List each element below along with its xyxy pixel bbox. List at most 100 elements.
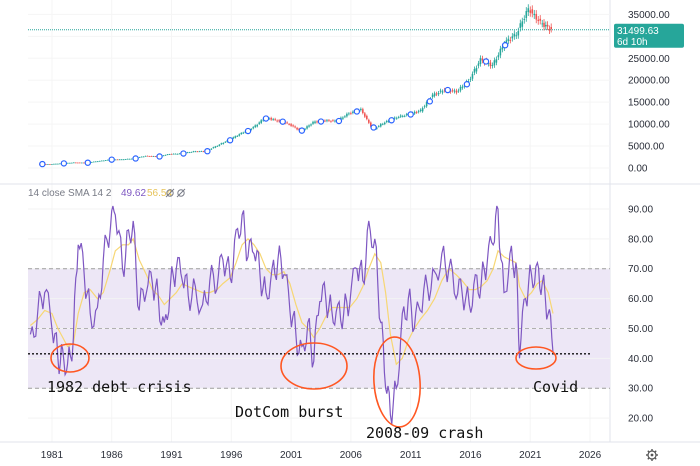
candle-body <box>334 120 336 122</box>
candle-body <box>294 126 296 128</box>
rsi-tick-label: 20.00 <box>628 414 653 425</box>
dividend-marker <box>370 124 377 131</box>
candle-body <box>81 162 83 164</box>
candle-body <box>403 115 406 117</box>
candle-body <box>370 122 372 127</box>
candle-body <box>198 151 201 153</box>
candle-body <box>268 118 270 120</box>
candle-body <box>360 108 362 111</box>
candle-body <box>515 35 518 37</box>
candle-body <box>200 151 203 152</box>
candle-body <box>385 120 388 123</box>
candle-body <box>350 112 352 114</box>
candle-body <box>546 24 549 27</box>
candle-body <box>67 162 69 164</box>
dividend-markers <box>39 41 509 168</box>
candle-body <box>252 127 255 129</box>
annotation-ring <box>280 342 348 390</box>
candle-body <box>240 132 243 135</box>
dividend-marker <box>132 155 139 162</box>
visibility-off-icon[interactable] <box>165 188 175 198</box>
dividend-marker <box>84 159 91 166</box>
candle-body <box>79 162 81 164</box>
candle-body <box>399 115 402 117</box>
candle-body <box>47 164 49 165</box>
candle-body <box>383 122 386 125</box>
rsi-tick-label: 50.00 <box>628 324 653 335</box>
candle-body <box>505 40 508 44</box>
price-tick-label: 25000.00 <box>628 54 670 65</box>
candle-body <box>232 137 235 139</box>
candle-body <box>272 119 274 120</box>
candle-body <box>140 156 143 158</box>
dividend-marker <box>244 127 252 135</box>
candle-body <box>75 162 77 164</box>
candle-body <box>435 93 438 95</box>
candle-body <box>324 120 326 122</box>
annotation-ring <box>50 343 90 373</box>
candle-body <box>162 155 165 157</box>
candle-body <box>254 125 257 128</box>
candle-body <box>49 164 51 165</box>
gear-icon[interactable] <box>646 449 658 461</box>
annotation-ring <box>373 336 421 428</box>
time-axis-labels: 1981 1986 1991 1996 2001 2006 2011 2016 2021 2026 <box>41 450 602 461</box>
candle-body <box>144 155 147 157</box>
time-tick-label: 2026 <box>579 450 602 461</box>
rsi-tick-label: 60.00 <box>628 294 653 305</box>
candle-body <box>174 153 177 155</box>
last-price-tag[interactable]: 31499.63 6d 10h <box>614 23 684 48</box>
candle-body <box>548 28 551 31</box>
candle-body <box>152 156 155 157</box>
candle-body <box>188 152 191 154</box>
candle-body <box>194 151 197 153</box>
candle-body <box>525 11 528 19</box>
candle-body <box>296 127 298 130</box>
candle-body <box>192 151 195 153</box>
candle-body <box>142 156 145 158</box>
annotation-label: 1982 debt crisis <box>47 378 192 396</box>
candle-body <box>527 8 530 13</box>
candle-body <box>364 113 366 117</box>
candle-body <box>92 161 95 163</box>
candle-body <box>495 59 498 63</box>
candle-body <box>352 111 354 113</box>
candle-body <box>328 120 330 122</box>
last-price-value: 31499.63 <box>617 26 659 37</box>
price-tick-label: 10000.00 <box>628 120 670 131</box>
indicator-legend[interactable]: 14 close SMA 14 2 49.62 56.54 <box>28 188 186 199</box>
candle-body <box>186 152 189 154</box>
candle-body <box>51 164 53 165</box>
sma-value: 56.54 <box>147 188 172 199</box>
candle-body <box>168 154 171 155</box>
time-tick-label: 1986 <box>101 450 124 461</box>
time-axis[interactable]: 1981 1986 1991 1996 2001 2006 2011 2016 2021 2026 <box>0 441 700 461</box>
price-tick-label: 35000.00 <box>628 10 670 21</box>
candle-body <box>304 128 306 130</box>
candle-body <box>292 125 294 127</box>
candles <box>39 4 552 165</box>
candle-body <box>487 63 490 65</box>
dividend-marker <box>317 118 325 125</box>
dividend-marker <box>279 118 286 125</box>
rsi-tick-label: 90.00 <box>628 204 653 215</box>
visibility-off-icon[interactable] <box>176 188 186 198</box>
candle-body <box>276 120 278 122</box>
candle-body <box>114 159 117 161</box>
dividend-marker <box>108 156 115 163</box>
candle-body <box>172 153 175 155</box>
candle-body <box>379 124 382 127</box>
candle-body <box>59 163 61 165</box>
annotation-label: 2008-09 crash <box>366 424 483 442</box>
candle-body <box>214 146 217 148</box>
candle-body <box>330 121 332 123</box>
annotations: 1982 debt crisis DotCom burst 2008-09 cr… <box>47 336 578 442</box>
candle-body <box>537 19 540 22</box>
candle-body <box>375 127 378 129</box>
candle-body <box>481 58 484 61</box>
candle-body <box>395 117 398 119</box>
candle-body <box>258 122 261 124</box>
dividend-marker <box>501 41 509 49</box>
candle-body <box>236 135 239 137</box>
